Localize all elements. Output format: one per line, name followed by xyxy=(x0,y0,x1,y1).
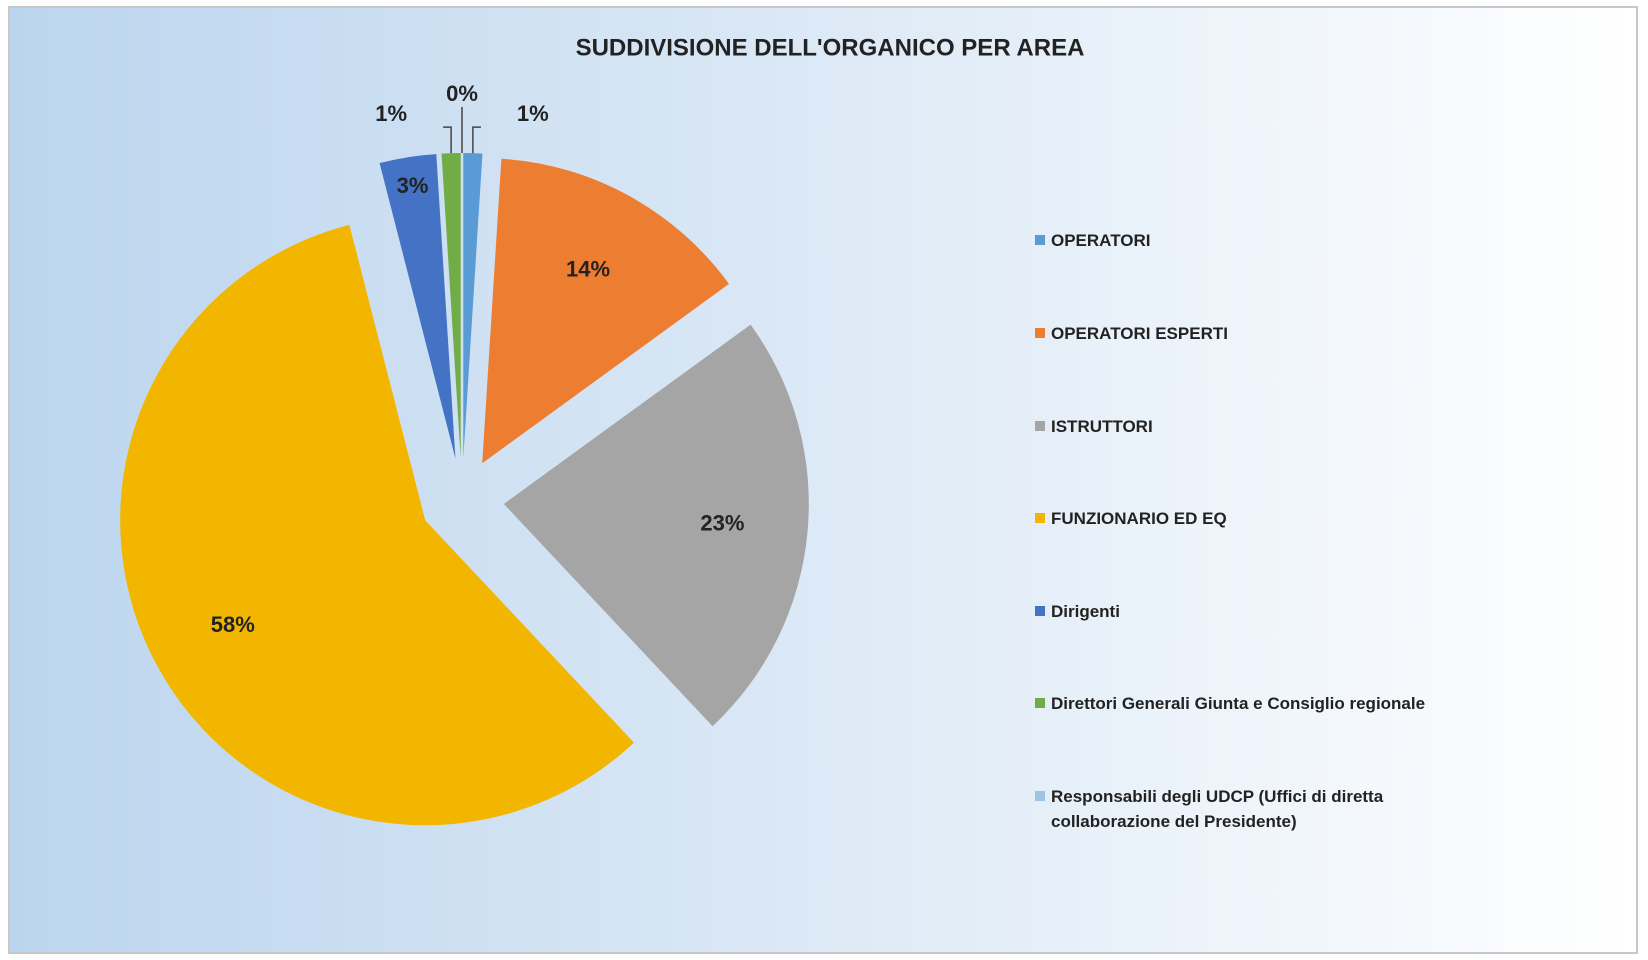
legend-item: Responsabili degli UDCP (Uffici di diret… xyxy=(1035,784,1475,834)
data-label: 0% xyxy=(446,81,478,106)
legend-label: Direttori Generali Giunta e Consiglio re… xyxy=(1051,694,1426,713)
legend-item: OPERATORI ESPERTI xyxy=(1035,321,1475,346)
legend-swatch xyxy=(1035,606,1045,616)
legend-item: Dirigenti xyxy=(1035,599,1475,624)
data-label: 58% xyxy=(211,612,255,637)
legend-label: OPERATORI xyxy=(1051,231,1151,250)
data-label: 1% xyxy=(517,101,549,126)
pie-slice xyxy=(503,324,809,727)
legend-item: OPERATORI xyxy=(1035,228,1475,253)
legend-swatch xyxy=(1035,513,1045,523)
legend-item: FUNZIONARIO ED EQ xyxy=(1035,506,1475,531)
legend-item: ISTRUTTORI xyxy=(1035,414,1475,439)
legend-item: Direttori Generali Giunta e Consiglio re… xyxy=(1035,691,1475,716)
leader-line xyxy=(443,126,452,154)
chart-title: SUDDIVISIONE DELL'ORGANICO PER AREA xyxy=(576,34,1085,61)
legend-swatch xyxy=(1035,791,1045,801)
pie-slice xyxy=(482,158,729,464)
legend-label: FUNZIONARIO ED EQ xyxy=(1051,509,1227,528)
legend-label: Responsabili degli UDCP (Uffici di diret… xyxy=(1051,787,1384,831)
legend-swatch xyxy=(1035,421,1045,431)
legend-swatch xyxy=(1035,328,1045,338)
pie-slice xyxy=(379,154,456,459)
legend-label: Dirigenti xyxy=(1051,602,1120,621)
legend-label: ISTRUTTORI xyxy=(1051,417,1153,436)
pie-slice xyxy=(120,224,634,826)
data-label: 3% xyxy=(397,173,429,198)
data-label: 1% xyxy=(375,101,407,126)
data-label: 14% xyxy=(566,257,610,282)
pie-slice xyxy=(463,153,483,459)
legend-label: OPERATORI ESPERTI xyxy=(1051,324,1228,343)
leader-line xyxy=(472,126,481,154)
pie-slice xyxy=(441,153,461,459)
legend-swatch xyxy=(1035,698,1045,708)
legend-swatch xyxy=(1035,235,1045,245)
data-label: 23% xyxy=(700,510,744,535)
